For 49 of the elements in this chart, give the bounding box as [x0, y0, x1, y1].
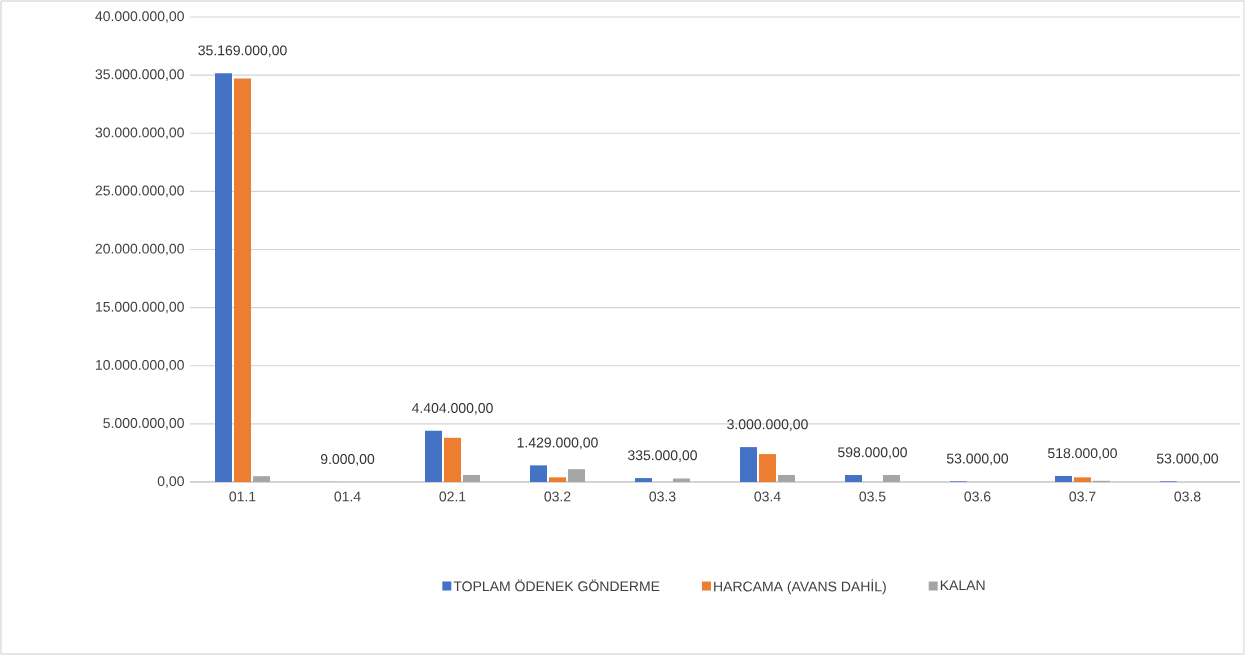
bar [758, 454, 776, 482]
bar [777, 475, 795, 482]
bar [844, 475, 862, 482]
y-tick-label: 25.000.000,00 [95, 185, 184, 198]
bar [739, 447, 757, 482]
x-tick-label: 03.2 [544, 491, 571, 502]
y-tick-label: 10.000.000,00 [96, 359, 184, 372]
x-tick-label: 03.6 [964, 491, 991, 502]
x-tick-label: 01.1 [229, 491, 256, 502]
x-tick-label: 02.1 [439, 491, 466, 502]
data-label: 35.169.000,00 [198, 45, 287, 57]
y-tick-label: 5.000.000,00 [103, 418, 184, 430]
data-label: 598.000,00 [838, 447, 907, 459]
y-tick-label: 15.000.000,00 [96, 301, 184, 314]
data-label: 53.000,00 [1156, 453, 1219, 466]
data-label: 4.404.000,00 [411, 403, 493, 415]
bar [215, 73, 233, 482]
bar [529, 465, 547, 482]
x-tick-label: 03.7 [1069, 491, 1096, 502]
legend-label: TOPLAM ÖDENEK GÖNDERME [453, 579, 660, 592]
bar [882, 475, 900, 482]
legend-label: HARCAMA (AVANS DAHİL) [714, 579, 886, 595]
x-tick-label: 03.4 [754, 491, 781, 502]
bar [463, 475, 480, 482]
data-label: 1.429.000,00 [517, 437, 598, 450]
bar [548, 477, 566, 482]
y-tick-label: 0,00 [157, 476, 184, 488]
data-label: 3.000.000,00 [727, 419, 808, 431]
bar [1073, 477, 1091, 482]
data-label: 335.000,00 [627, 450, 697, 462]
bar [234, 78, 252, 482]
x-tick-label: 01.4 [334, 491, 361, 502]
bar [567, 469, 585, 482]
y-tick-label: 40.000.000,00 [95, 11, 184, 23]
y-tick-label: 35.000.000,00 [95, 69, 184, 81]
legend-label: KALAN [940, 580, 985, 591]
bar [425, 430, 442, 482]
bar [253, 476, 271, 482]
x-tick-label: 03.3 [649, 491, 676, 502]
data-label: 53.000,00 [946, 453, 1009, 466]
bar [1054, 475, 1072, 482]
y-tick-label: 30.000.000,00 [95, 127, 184, 140]
bar [444, 437, 461, 482]
x-tick-label: 03.5 [859, 491, 886, 502]
data-label: 9.000,00 [320, 454, 375, 466]
bar [634, 478, 652, 482]
x-tick-label: 03.8 [1174, 491, 1201, 502]
data-label: 518.000,00 [1048, 448, 1117, 460]
y-tick-label: 20.000.000,00 [95, 243, 184, 256]
